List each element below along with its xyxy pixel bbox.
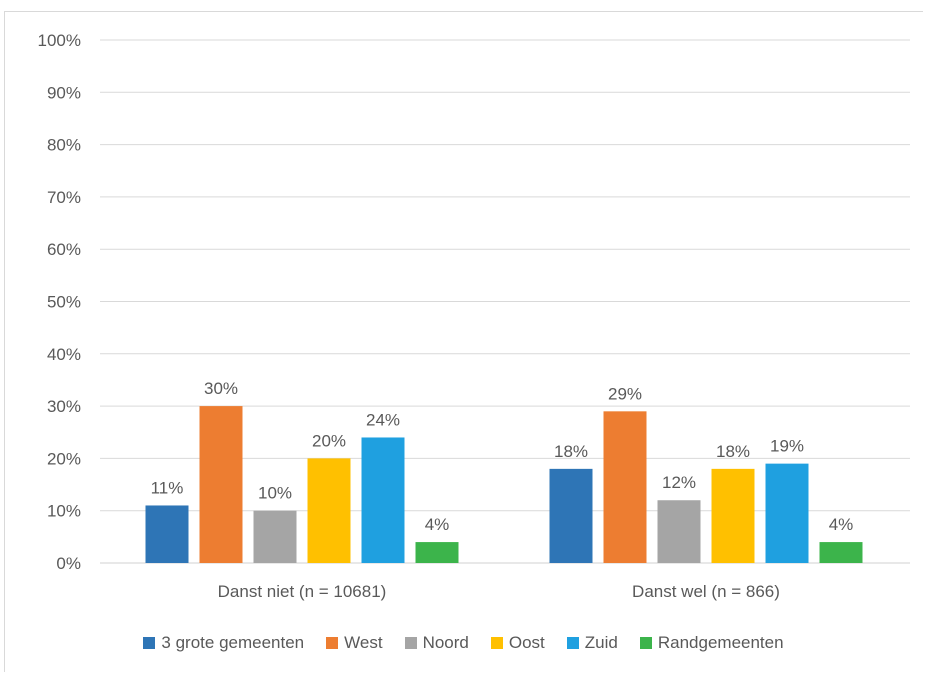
legend-label: 3 grote gemeenten xyxy=(161,633,305,652)
legend-item: Zuid xyxy=(566,633,618,653)
bar xyxy=(765,463,809,563)
y-tick-label: 100% xyxy=(38,31,81,50)
bar xyxy=(361,437,405,563)
data-label: 24% xyxy=(366,410,400,429)
legend: 3 grote gemeenten West Noord Oost Zuid Randge… xyxy=(0,633,927,653)
y-tick-label: 80% xyxy=(47,136,81,155)
legend-swatch xyxy=(566,637,579,649)
legend-item: West xyxy=(326,633,383,653)
legend-label: Zuid xyxy=(584,633,618,652)
bar xyxy=(253,510,297,563)
y-axis-ticks: 0% 10% 20% 30% 40% 50% 60% 70% 80% 90% 100% xyxy=(38,31,81,573)
bar xyxy=(819,542,863,563)
legend-item: Oost xyxy=(490,633,545,653)
legend-item: Noord xyxy=(404,633,469,653)
data-label: 12% xyxy=(662,473,696,492)
legend-item: 3 grote gemeenten xyxy=(143,633,304,653)
legend-swatch xyxy=(639,637,652,649)
data-label: 30% xyxy=(204,379,238,398)
y-tick-label: 30% xyxy=(47,397,81,416)
y-tick-label: 70% xyxy=(47,188,81,207)
data-label: 4% xyxy=(425,515,450,534)
data-label: 19% xyxy=(770,437,804,456)
legend-swatch xyxy=(326,637,339,649)
bar xyxy=(307,458,351,563)
bar xyxy=(415,542,459,563)
data-label: 10% xyxy=(258,484,292,503)
y-tick-label: 0% xyxy=(56,554,81,573)
data-labels: 11% 30% 10% 20% 24% 4% 18% 29% 12% 18% 19% 4% xyxy=(151,379,854,534)
data-label: 18% xyxy=(554,442,588,461)
chart-frame xyxy=(4,11,923,672)
bar xyxy=(549,468,593,563)
x-axis-ticks: Danst niet (n = 10681) Danst wel (n = 866… xyxy=(218,582,780,601)
y-tick-label: 50% xyxy=(47,293,81,312)
data-label: 4% xyxy=(829,515,854,534)
y-tick-label: 60% xyxy=(47,240,81,259)
x-tick-label: Danst niet (n = 10681) xyxy=(218,582,387,601)
legend-item: Randgemeenten xyxy=(639,633,784,653)
legend-label: Randgemeenten xyxy=(657,633,784,652)
legend-swatch xyxy=(404,637,417,649)
y-tick-label: 90% xyxy=(47,83,81,102)
y-tick-label: 20% xyxy=(47,449,81,468)
bar xyxy=(711,468,755,563)
bar xyxy=(199,406,243,563)
data-label: 20% xyxy=(312,431,346,450)
data-label: 11% xyxy=(151,478,184,497)
legend-swatch xyxy=(143,637,156,649)
legend-swatch xyxy=(490,637,503,649)
bar xyxy=(603,411,647,563)
legend-label: Oost xyxy=(508,633,545,652)
bar xyxy=(657,500,701,563)
legend-label: Noord xyxy=(422,633,469,652)
data-label: 18% xyxy=(716,442,750,461)
y-tick-label: 40% xyxy=(47,345,81,364)
bar xyxy=(145,505,189,563)
bars xyxy=(145,406,863,563)
y-tick-label: 10% xyxy=(47,502,81,521)
gridlines xyxy=(100,39,910,564)
data-label: 29% xyxy=(608,384,642,403)
legend-label: West xyxy=(344,633,383,652)
x-tick-label: Danst wel (n = 866) xyxy=(632,582,780,601)
